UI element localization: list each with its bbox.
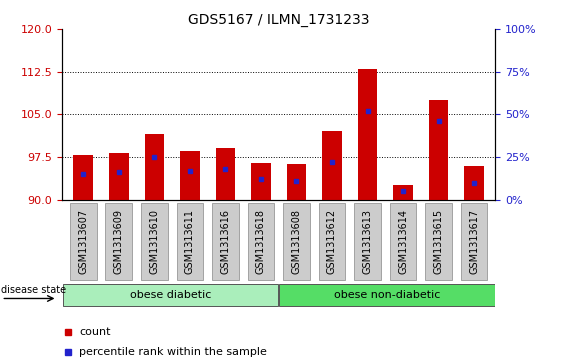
FancyBboxPatch shape (62, 284, 278, 306)
FancyBboxPatch shape (354, 203, 381, 280)
Text: GSM1313614: GSM1313614 (398, 209, 408, 274)
Text: GSM1313616: GSM1313616 (220, 209, 230, 274)
Text: GSM1313613: GSM1313613 (363, 209, 373, 274)
Bar (464, 166, 484, 200)
Bar (109, 153, 128, 200)
FancyBboxPatch shape (105, 203, 132, 280)
Bar (429, 100, 448, 200)
Text: count: count (79, 327, 111, 337)
Text: GSM1313617: GSM1313617 (469, 209, 479, 274)
FancyBboxPatch shape (248, 203, 274, 280)
Text: percentile rank within the sample: percentile rank within the sample (79, 347, 267, 357)
Bar (358, 69, 377, 200)
Text: obese diabetic: obese diabetic (129, 290, 211, 300)
Bar (74, 155, 93, 200)
Text: GSM1313611: GSM1313611 (185, 209, 195, 274)
Bar (251, 163, 271, 200)
FancyBboxPatch shape (70, 203, 97, 280)
Text: GSM1313607: GSM1313607 (78, 209, 88, 274)
FancyBboxPatch shape (390, 203, 417, 280)
Bar (216, 148, 235, 200)
Bar (145, 134, 164, 200)
Text: GSM1313618: GSM1313618 (256, 209, 266, 274)
FancyBboxPatch shape (319, 203, 345, 280)
Text: GSM1313615: GSM1313615 (434, 209, 444, 274)
Bar (287, 164, 306, 200)
FancyBboxPatch shape (279, 284, 495, 306)
FancyBboxPatch shape (141, 203, 168, 280)
Bar (180, 151, 200, 200)
FancyBboxPatch shape (283, 203, 310, 280)
Bar (322, 131, 342, 200)
FancyBboxPatch shape (177, 203, 203, 280)
Text: GSM1313608: GSM1313608 (292, 209, 301, 274)
Bar (394, 185, 413, 200)
Text: disease state: disease state (1, 285, 66, 295)
Text: GSM1313609: GSM1313609 (114, 209, 124, 274)
FancyBboxPatch shape (461, 203, 488, 280)
Text: GSM1313612: GSM1313612 (327, 209, 337, 274)
Text: GSM1313610: GSM1313610 (149, 209, 159, 274)
FancyBboxPatch shape (425, 203, 452, 280)
Title: GDS5167 / ILMN_1731233: GDS5167 / ILMN_1731233 (188, 13, 369, 26)
Text: obese non-diabetic: obese non-diabetic (334, 290, 440, 300)
FancyBboxPatch shape (212, 203, 239, 280)
